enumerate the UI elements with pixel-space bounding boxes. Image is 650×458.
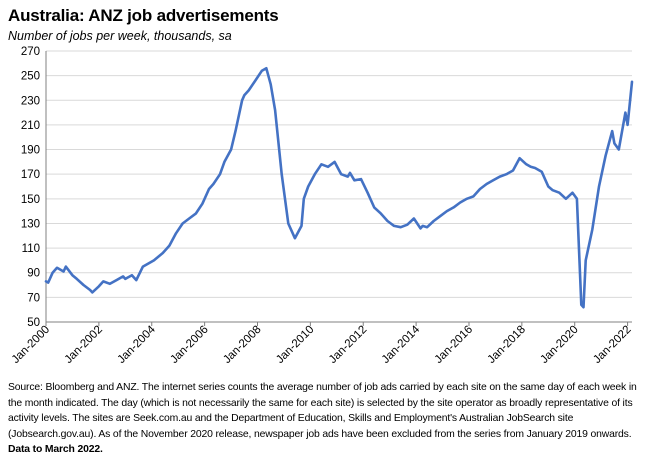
x-tick-label: Jan-2016	[433, 324, 475, 366]
x-tick-label: Jan-2018	[486, 324, 528, 366]
x-tick-label: Jan-2008	[221, 324, 263, 366]
axes: 50 70 90 110 130 150 170 190 210 230 250 270 Jan-200…	[10, 46, 634, 366]
x-tick-label: Jan-2020	[538, 324, 580, 366]
y-tick-label: 70	[27, 292, 40, 304]
x-tick-label: Jan-2000	[10, 324, 52, 366]
series-line	[44, 66, 634, 309]
x-tick-label: Jan-2022	[591, 324, 633, 366]
line-chart: 50 70 90 110 130 150 170 190 210 230 250 270 Jan-200…	[10, 46, 634, 366]
source-text: Source: Bloomberg and ANZ. The internet …	[8, 382, 637, 440]
chart-subtitle: Number of jobs per week, thousands, sa	[8, 29, 232, 43]
y-tick-label: 50	[27, 317, 40, 329]
y-tick-label: 130	[21, 218, 40, 230]
y-tick-label: 210	[21, 120, 40, 132]
y-tick-label: 110	[22, 243, 40, 255]
x-tick-label: Jan-2006	[168, 324, 210, 366]
x-tick-label: Jan-2004	[115, 323, 158, 366]
series-layer	[44, 66, 634, 309]
y-tick-label: 270	[21, 46, 40, 58]
gridlines	[46, 50, 632, 298]
x-tick-label: Jan-2010	[274, 324, 316, 366]
y-tick-label: 170	[21, 169, 40, 181]
x-tick-label: Jan-2014	[380, 323, 423, 366]
y-tick-label: 190	[21, 145, 40, 157]
x-tick-label: Jan-2012	[327, 324, 369, 366]
y-tick-label: 250	[21, 71, 40, 83]
y-tick-label: 150	[21, 194, 40, 206]
data-date-note: Data to March 2022.	[8, 444, 103, 455]
source-note: Source: Bloomberg and ANZ. The internet …	[8, 380, 644, 458]
chart-title: Australia: ANZ job advertisements	[8, 6, 279, 25]
x-tick-label: Jan-2002	[63, 324, 105, 366]
y-tick-label: 230	[21, 95, 40, 107]
y-tick-label: 90	[27, 268, 40, 280]
